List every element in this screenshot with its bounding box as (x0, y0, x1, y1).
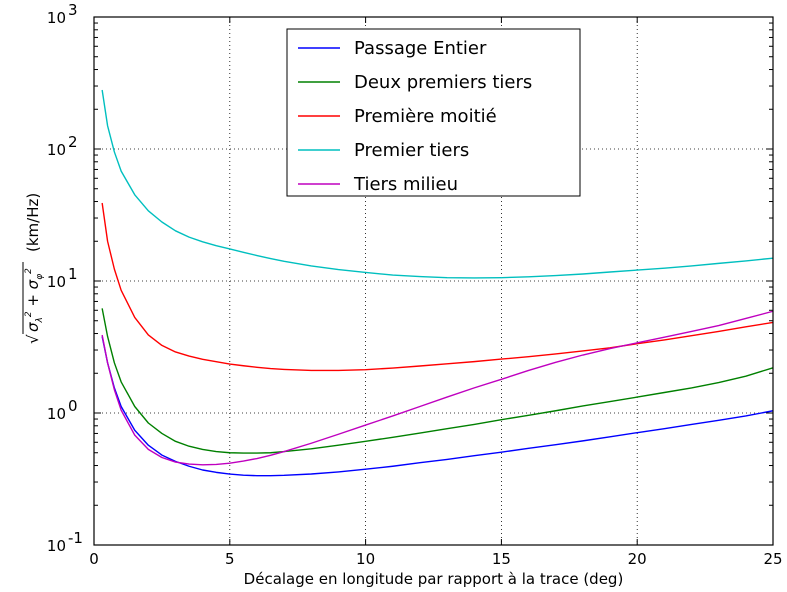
y-tick-label-base: 10 (47, 537, 66, 555)
y-tick-label-exponent: 0 (68, 397, 78, 415)
x-tick-label: 15 (492, 550, 511, 568)
y-tick-label-exponent: 2 (68, 133, 78, 151)
y-tick-label-exponent: 1 (68, 265, 78, 283)
legend-label: Passage Entier (354, 38, 487, 59)
legend-label: Première moitié (354, 106, 497, 127)
series-line-deux-premiers-tiers (101, 308, 774, 454)
y-axis-label-radical: √ (24, 334, 42, 344)
y-tick-label: 10 (47, 405, 66, 423)
legend-label: Deux premiers tiers (354, 72, 532, 93)
x-tick-label: 10 (356, 550, 375, 568)
series-layer (101, 89, 774, 477)
legend-box (286, 28, 581, 197)
x-axis-label: Décalage en longitude par rapport à la t… (244, 570, 624, 588)
legend: Passage Entier Deux premiers tiers Premièr… (286, 28, 581, 197)
x-tick-label: 5 (225, 550, 235, 568)
y-tick-label-exponent: -1 (68, 529, 83, 547)
legend-label: Tiers milieu (353, 174, 458, 195)
y-tick-label: 10 (47, 9, 66, 27)
y-tick-label-base: 10 (47, 405, 66, 423)
y-tick-label-base: 10 (47, 141, 66, 159)
series-line-premier-tiers (101, 89, 774, 279)
y-axis-label-formula: σλ2 + σφ2 (24, 268, 45, 332)
legend-label: Premier tiers (354, 140, 469, 161)
y-tick-label-base: 10 (47, 9, 66, 27)
series-line-tiers-milieu (101, 310, 774, 466)
x-tick-label: 0 (89, 550, 99, 568)
x-tick-label: 25 (763, 550, 782, 568)
y-tick-label: 10 (47, 141, 66, 159)
y-tick-label: 10 (47, 537, 66, 555)
y-axis-label: √ σλ2 + σφ2 (km/Hz) (22, 193, 45, 344)
y-tick-label-exponent: 3 (68, 1, 78, 19)
y-axis-label-unit: (km/Hz) (24, 193, 42, 252)
series-line-passage-entier (101, 336, 774, 477)
x-tick-label: 20 (628, 550, 647, 568)
y-tick-label-base: 10 (47, 273, 66, 291)
y-tick-label: 10 (47, 273, 66, 291)
